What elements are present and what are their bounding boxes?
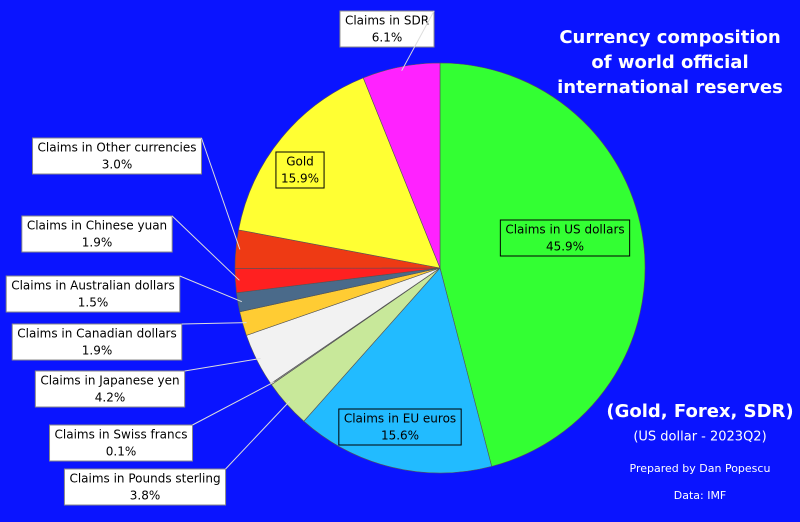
value-label: 45.9% — [546, 240, 584, 254]
slice-label: Claims in Chinese yuan 1.9% — [21, 215, 173, 253]
value-label: 1.5% — [78, 296, 109, 310]
label-box — [34, 370, 186, 408]
value-label: 1.9% — [82, 236, 113, 250]
chart-title: international reserves — [557, 77, 783, 98]
category-label: Claims in EU euros — [344, 412, 456, 426]
category-label: Claims in Chinese yuan — [27, 219, 167, 233]
label-box — [338, 408, 462, 446]
slice-label: Claims in Japanese yen 4.2% — [34, 370, 186, 408]
chart-title: Currency composition — [559, 27, 780, 48]
category-label: Claims in Pounds sterling — [69, 472, 220, 486]
label-box — [11, 323, 183, 361]
pie-slice — [303, 267, 493, 474]
label-box — [49, 424, 193, 462]
value-label: 4.2% — [95, 391, 126, 405]
slice-label: Gold 15.9% — [275, 151, 325, 189]
category-label: Gold — [286, 155, 314, 169]
label-box — [32, 137, 202, 175]
category-label: Claims in US dollars — [505, 223, 624, 237]
pie-slice — [439, 62, 646, 467]
label-box — [275, 151, 325, 189]
credit: Prepared by Dan Popescu — [630, 462, 771, 475]
label-box — [339, 10, 435, 48]
label-box — [21, 215, 173, 253]
leader-line — [179, 275, 243, 303]
label-box — [5, 275, 181, 313]
value-label: 3.0% — [102, 158, 133, 172]
slice-label: Claims in EU euros 15.6% — [338, 408, 462, 446]
slice-label: Claims in SDR 6.1% — [339, 10, 435, 48]
slice-label: Claims in US dollars 45.9% — [499, 219, 631, 257]
value-label: 6.1% — [372, 31, 403, 45]
leader-line — [184, 357, 261, 372]
value-label: 1.9% — [82, 344, 113, 358]
slice-label: Claims in Canadian dollars 1.9% — [11, 323, 183, 361]
labels: Claims in US dollars 45.9% Claims in EU eu… — [5, 10, 631, 506]
leader-line — [181, 322, 247, 325]
leader-line — [171, 215, 240, 281]
value-label: 0.1% — [106, 445, 137, 459]
category-label: Claims in Other currencies — [38, 141, 197, 155]
leader-line — [201, 137, 241, 250]
slice-label: Claims in Australian dollars 1.5% — [5, 275, 181, 313]
leader-line — [401, 10, 435, 71]
subtitle: (Gold, Forex, SDR) — [606, 401, 793, 422]
leader-line — [192, 381, 275, 426]
slice-label: Claims in Other currencies 3.0% — [32, 137, 202, 175]
value-label: 15.9% — [281, 172, 319, 186]
value-label: 3.8% — [130, 489, 161, 503]
pie-slice — [238, 77, 441, 269]
category-label: Claims in Canadian dollars — [17, 327, 177, 341]
source: Data: IMF — [674, 489, 727, 502]
label-box — [63, 468, 227, 506]
chart-title: of world official — [591, 52, 748, 73]
category-label: Claims in Japanese yen — [40, 374, 179, 388]
value-label: 15.6% — [381, 429, 419, 443]
pie-slice — [362, 62, 441, 269]
slice-label: Claims in Pounds sterling 3.8% — [63, 468, 227, 506]
category-label: Claims in SDR — [345, 14, 429, 28]
category-label: Claims in Australian dollars — [11, 279, 175, 293]
category-label: Claims in Swiss francs — [55, 428, 188, 442]
pie — [234, 62, 646, 474]
slice-label: Claims in Swiss francs 0.1% — [49, 424, 193, 462]
label-box — [499, 219, 631, 257]
subtitle: (US dollar - 2023Q2) — [633, 430, 766, 445]
leader-line — [225, 400, 290, 470]
